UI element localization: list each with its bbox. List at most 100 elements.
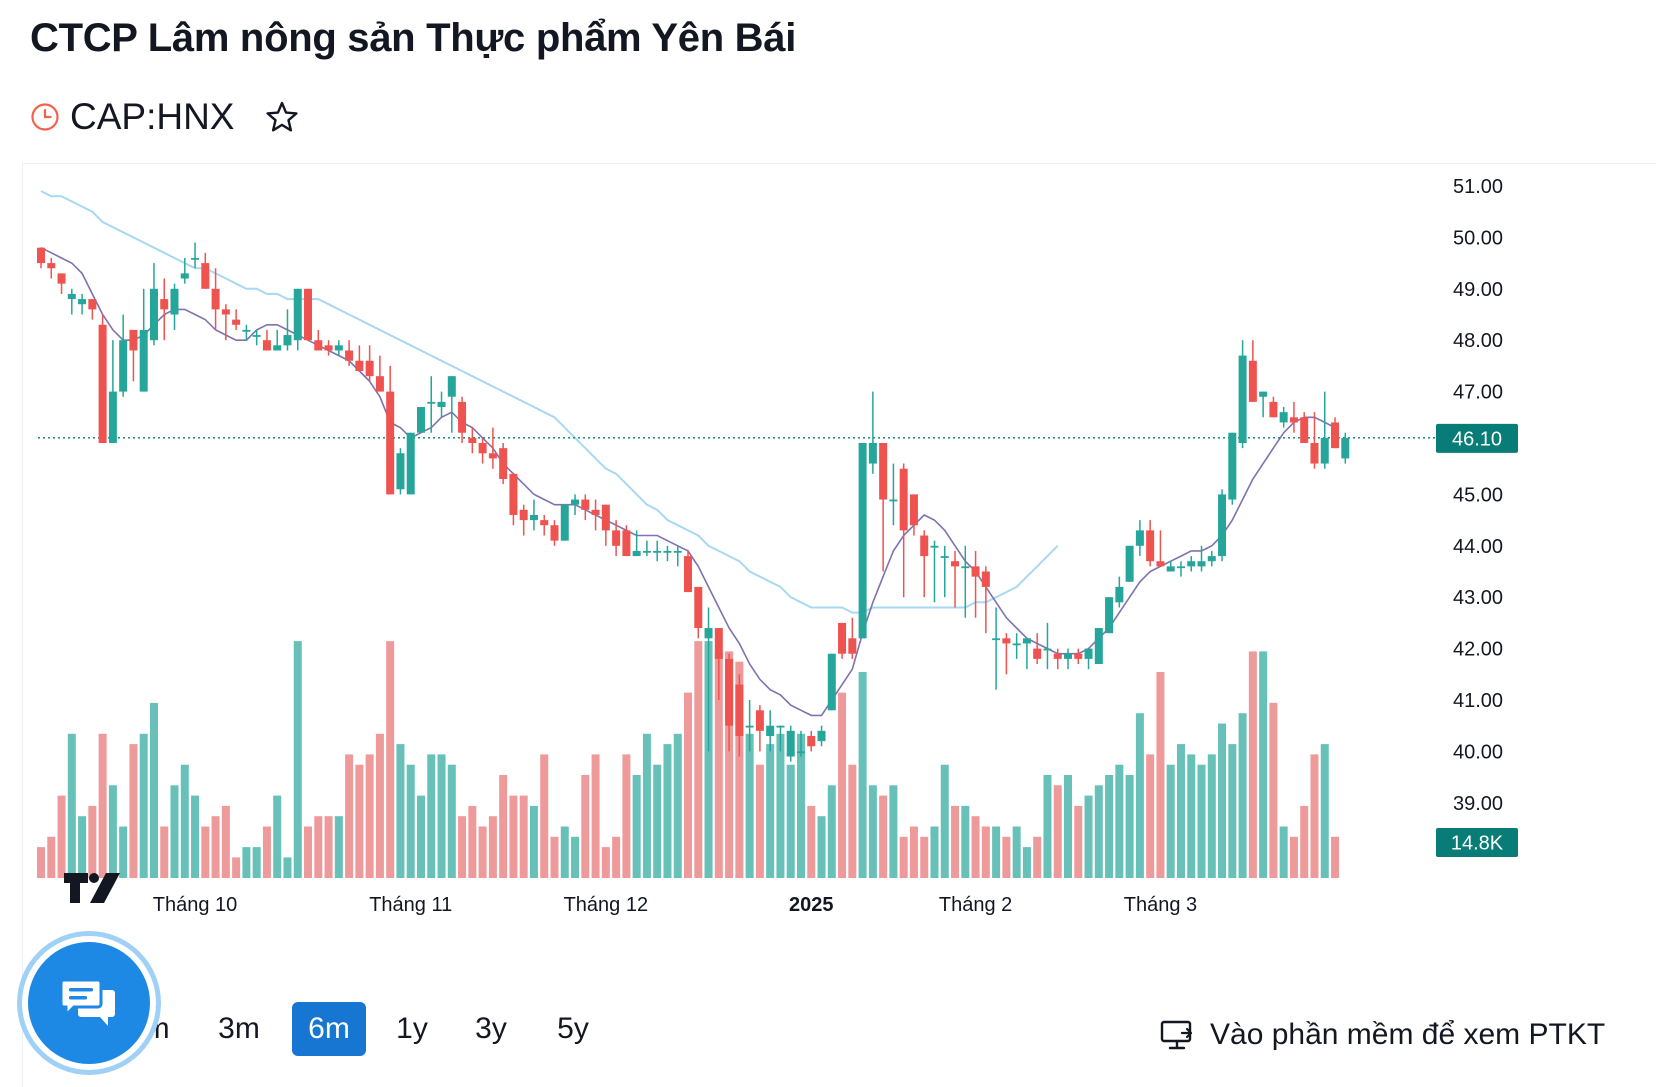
candle-body [262,340,271,351]
candle-body [909,494,918,526]
candle-body [334,345,343,351]
volume-bar [1105,775,1114,878]
range-1y-button[interactable]: 1y [396,1012,428,1045]
candle-body [232,319,241,325]
candle-body [1238,355,1247,443]
open-pro-software-label: Vào phần mềm để xem PTKT [1210,1018,1606,1051]
volume-bar [838,692,847,878]
volume-bar [632,775,641,878]
candle-body [98,324,107,443]
candle-body [139,329,148,392]
candle-body [1094,628,1103,665]
volume-bar [345,754,354,878]
volume-bar [509,795,518,878]
volume-bar [1218,723,1227,878]
volume-bar [540,754,549,878]
candle-body [673,550,682,553]
candle-body [1228,432,1237,500]
candle-body [642,550,651,553]
volume-bar [858,672,867,878]
volume-bar [1074,805,1083,878]
range-5y-button[interactable]: 5y [557,1012,589,1045]
candle-body [1125,545,1134,582]
volume-bar [961,805,970,878]
last-price-label: 46.10 [1452,428,1502,450]
candle-body [1176,566,1185,569]
volume-bar [478,826,487,878]
volume-bar [1146,754,1155,878]
volume-bar [796,733,805,878]
volume-bar [1166,764,1175,878]
volume-bar [293,641,302,878]
candle-body [273,345,282,351]
volume-bar [191,795,200,878]
x-axis-tick-label: Tháng 11 [369,894,452,916]
volume-bar [375,733,384,878]
candle-body [930,545,939,548]
volume-bar [160,826,169,878]
candle-body [725,658,734,726]
volume-bar [755,764,764,878]
candle-body [1218,494,1227,557]
volume-bar [488,816,497,878]
volume-bar [591,754,600,878]
volume-bar [252,847,261,878]
volume-bar [1043,775,1052,878]
range-3y-button[interactable]: 3y [475,1012,507,1045]
chat-button[interactable] [22,936,156,1070]
volume-bar [653,764,662,878]
candle-body [355,360,364,372]
volume-bar [745,733,754,878]
volume-bar [304,826,313,878]
monitor-icon [1160,1020,1193,1050]
volume-bar [704,641,713,878]
short-moving-average-line [40,246,1336,717]
ticker-row: CAP:HNX [30,94,300,140]
candle-body [304,288,313,341]
volume-bar [601,847,610,878]
volume-bar [571,836,580,878]
volume-bar [694,641,703,878]
candle-body [571,499,580,505]
candle-body [1341,437,1350,459]
range-3m-button[interactable]: 3m [218,1012,260,1045]
open-pro-software-link[interactable]: Vào phần mềm để xem PTKT [1160,1010,1605,1060]
volume-bar [386,641,395,878]
candle-body [704,628,713,639]
candle-body [149,288,158,341]
last-volume-label: 14.8K [1451,833,1504,855]
candle-body [252,335,261,337]
volume-bar [940,764,949,878]
candle-body [345,350,354,361]
volume-bar [458,816,467,878]
candle-body [1033,648,1042,659]
volume-bar [221,805,230,878]
y-axis-tick-label: 49.00 [1453,279,1503,301]
clock-icon [31,103,59,131]
volume-bar [612,836,621,878]
chart-frame [22,163,1656,1087]
volume-bar [1115,764,1124,878]
volume-bar [211,816,220,878]
volume-bar [47,836,56,878]
volume-bar [129,744,138,878]
price-volume-chart[interactable]: 51.0050.0049.0048.0047.0046.0045.0044.00… [0,0,1656,930]
volume-bar [1135,713,1144,878]
candle-body [1022,638,1031,644]
page-title: CTCP Lâm nông sản Thực phẩm Yên Bái [30,16,797,60]
range-6m-button[interactable]: 6m [292,1002,366,1056]
volume-bar [951,805,960,878]
candle-body [129,329,138,351]
y-axis-tick-label: 50.00 [1453,227,1503,249]
candle-body [971,566,980,577]
volume-bar [879,795,888,878]
y-axis-tick-label: 48.00 [1453,330,1503,352]
candle-body [755,710,764,731]
candle-body [201,263,210,289]
star-icon[interactable] [264,99,300,135]
volume-bar [1248,651,1257,878]
volume-bar [930,826,939,878]
volume-bar [324,816,333,878]
y-axis-tick-label: 47.00 [1453,382,1503,404]
candle-body [591,509,600,515]
